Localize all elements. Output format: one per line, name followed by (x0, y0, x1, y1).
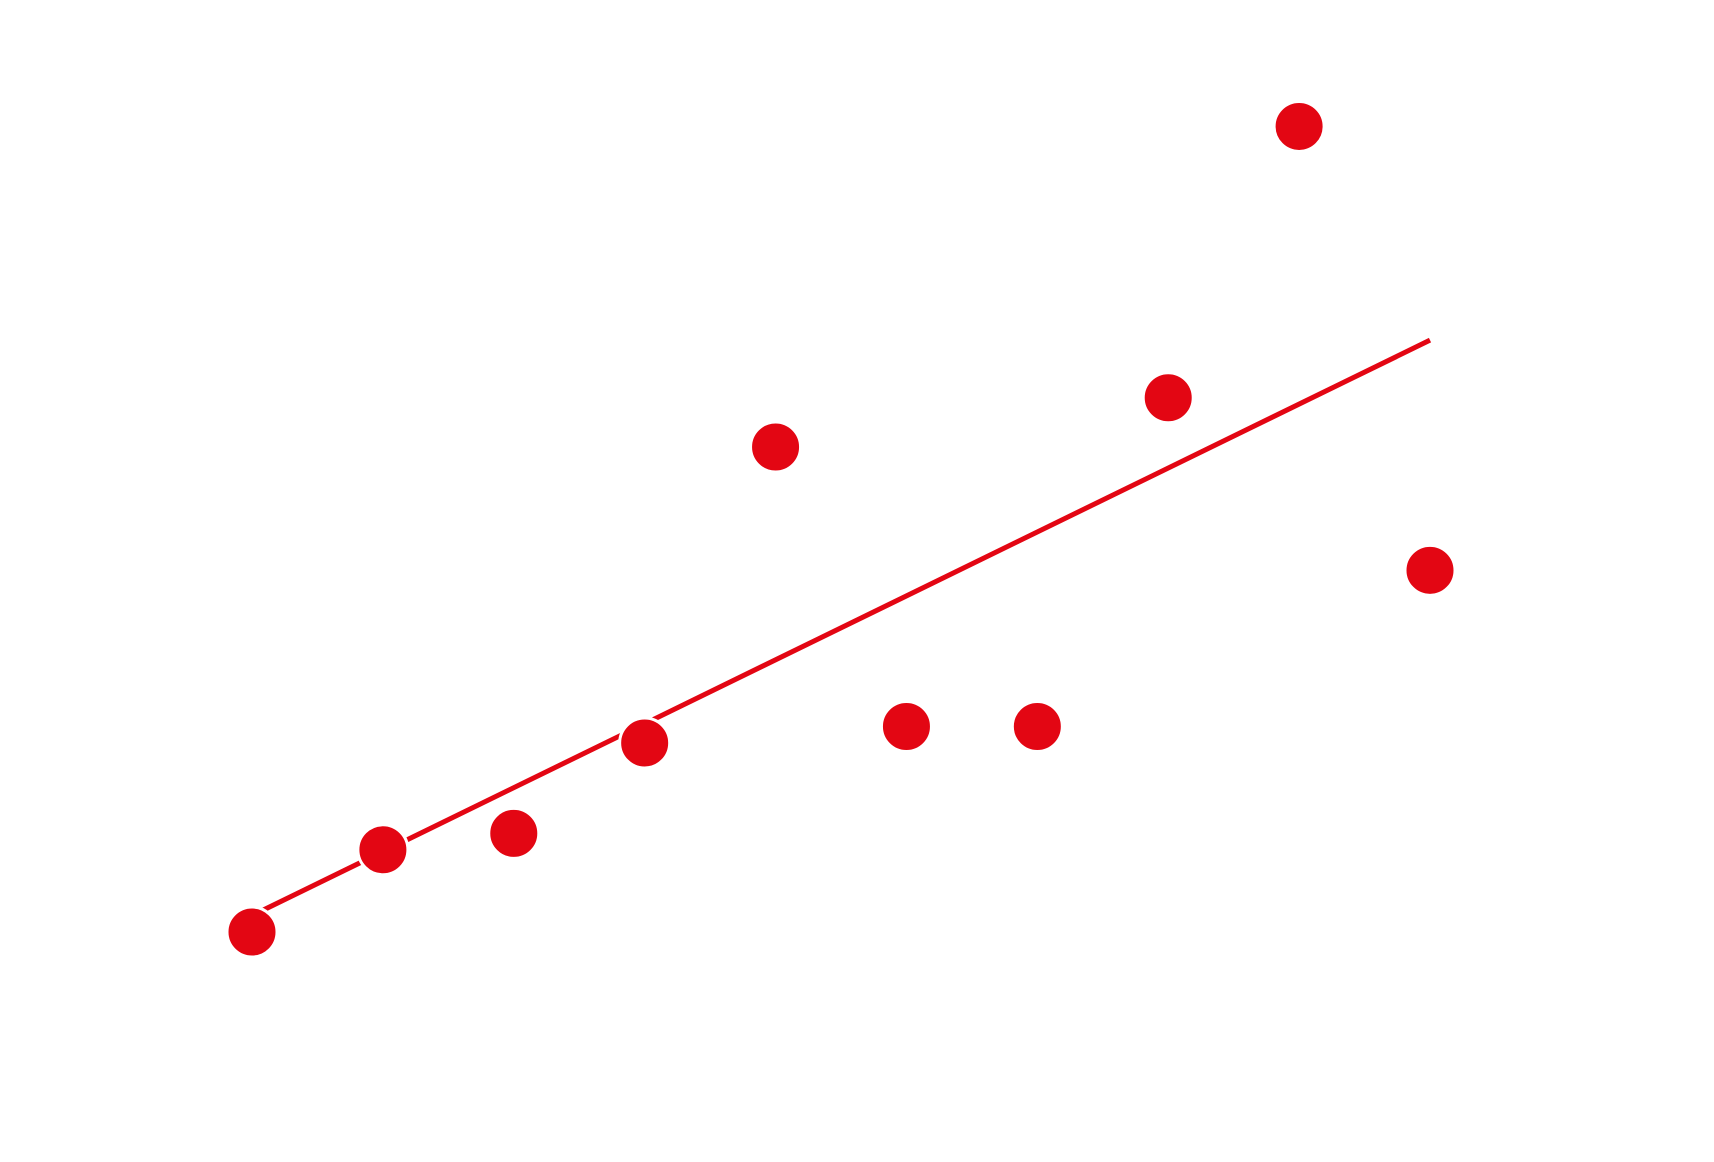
data-point (1272, 99, 1326, 153)
data-points-layer (225, 99, 1457, 959)
data-point (749, 420, 803, 474)
data-point (225, 905, 279, 959)
trend-line (250, 337, 1432, 918)
data-point (1141, 371, 1195, 425)
data-point (1403, 543, 1457, 597)
trend-line-layer (250, 337, 1432, 918)
data-point (618, 716, 672, 770)
data-point (879, 700, 933, 753)
data-point (1010, 700, 1064, 753)
data-point (487, 806, 541, 860)
data-point (356, 823, 410, 877)
